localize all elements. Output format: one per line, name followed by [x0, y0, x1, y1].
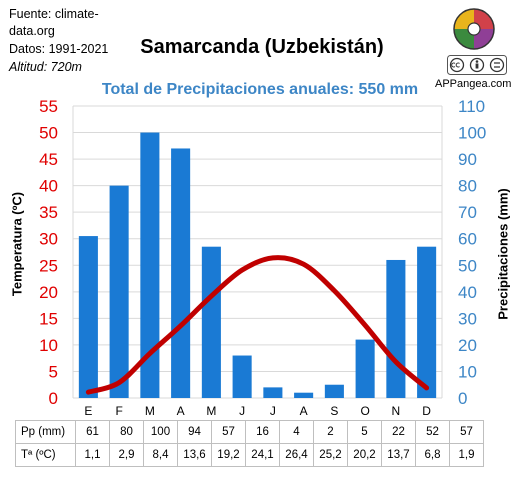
- x-tick-label: A: [177, 404, 185, 418]
- y-left-tick-label: 25: [39, 256, 58, 275]
- table-cell-pp: 57: [449, 420, 484, 444]
- y-right-tick-label: 40: [458, 283, 477, 302]
- y-left-tick-label: 45: [39, 150, 58, 169]
- x-tick-label: F: [115, 404, 122, 418]
- y-right-tick-label: 10: [458, 362, 477, 381]
- table-cell-temp: 1,9: [449, 443, 484, 467]
- table-cell-pp: 5: [347, 420, 382, 444]
- precip-bar: [263, 387, 283, 398]
- table-cell-pp: 57: [211, 420, 246, 444]
- y-right-tick-label: 70: [458, 203, 477, 222]
- cc-license-icon: [447, 55, 507, 75]
- y-left-tick-label: 30: [39, 230, 58, 249]
- table-cell-temp: 24,1: [245, 443, 280, 467]
- x-tick-label: O: [360, 404, 369, 418]
- precip-bar: [355, 339, 375, 398]
- chart-subtitle: Total de Precipitaciones anuales: 550 mm: [101, 81, 419, 98]
- table-cell-temp: 2,9: [109, 443, 144, 467]
- precip-bar: [140, 132, 160, 398]
- y-left-tick-label: 35: [39, 203, 58, 222]
- precip-bar: [109, 185, 129, 398]
- table-cell-pp: 61: [75, 420, 110, 444]
- y-right-tick-label: 0: [458, 389, 467, 408]
- precip-bar: [78, 236, 98, 398]
- y-right-tick-label: 90: [458, 150, 477, 169]
- y-axis-left-label: Temperatura (ºC): [9, 191, 25, 297]
- data-period: Datos: 1991-2021: [9, 42, 109, 56]
- table-cell-temp: 20,2: [347, 443, 382, 467]
- table-cell-temp: 1,1: [75, 443, 110, 467]
- table-cell-pp: 94: [177, 420, 212, 444]
- table-cell-pp: 22: [381, 420, 416, 444]
- climate-chart: 0 5 10 15 20 25 30 35 40 45 50 55 0 10 20 30 40 50 60 70 80…: [39, 97, 486, 418]
- table-cell-temp: 25,2: [313, 443, 348, 467]
- x-tick-label: D: [422, 404, 431, 418]
- source-line-2: data.org: [9, 24, 55, 38]
- y-right-tick-label: 110: [458, 97, 485, 116]
- x-tick-label: J: [239, 404, 245, 418]
- x-tick-label: E: [84, 404, 92, 418]
- table-cell-temp: 19,2: [211, 443, 246, 467]
- y-left-tick-label: 40: [39, 177, 58, 196]
- table-cell-pp: 4: [279, 420, 314, 444]
- temperature-line: [85, 255, 430, 395]
- y-left-tick-label: 15: [39, 309, 58, 328]
- table-cell-temp: 13,6: [177, 443, 212, 467]
- table-cell-pp: 16: [245, 420, 280, 444]
- table-cell-temp: 13,7: [381, 443, 416, 467]
- x-tick-label: N: [392, 404, 401, 418]
- table-row-temperature: Tª (ºC) 1,1 2,9 8,4 13,6 19,2 24,1 26,4 …: [15, 443, 484, 467]
- y-left-tick-label: 0: [49, 389, 58, 408]
- table-cell-pp: 2: [313, 420, 348, 444]
- x-tick-label: S: [330, 404, 338, 418]
- table-cell-pp: 52: [415, 420, 450, 444]
- x-tick-label: J: [270, 404, 276, 418]
- precip-bar: [386, 259, 406, 398]
- y-axis-right-label: Precipitaciones (mm): [495, 188, 511, 320]
- y-right-tick-label: 100: [458, 124, 486, 143]
- table-cell-temp: 26,4: [279, 443, 314, 467]
- precip-bar: [171, 148, 191, 398]
- y-right-tick-label: 60: [458, 230, 477, 249]
- precip-bar: [232, 355, 252, 398]
- y-left-tick-label: 55: [39, 97, 58, 116]
- puzzle-logo-icon: [453, 8, 495, 50]
- precip-bar: [324, 384, 344, 398]
- precip-bar: [201, 246, 221, 398]
- brand-site: APPangea.com: [435, 78, 512, 90]
- table-row-label-temp: Tª (ºC): [15, 443, 76, 467]
- altitude: Altitud: 720m: [9, 60, 82, 74]
- table-cell-temp: 6,8: [415, 443, 450, 467]
- precip-bar: [294, 392, 314, 398]
- chart-title: Samarcanda (Uzbekistán): [140, 36, 384, 58]
- table-cell-temp: 8,4: [143, 443, 178, 467]
- table-cell-pp: 100: [143, 420, 178, 444]
- y-left-tick-label: 5: [49, 362, 58, 381]
- table-cell-pp: 80: [109, 420, 144, 444]
- y-right-tick-label: 80: [458, 177, 477, 196]
- table-row-label-pp: Pp (mm): [15, 420, 76, 444]
- x-tick-label: M: [145, 404, 155, 418]
- table-row-precipitation: Pp (mm) 61 80 100 94 57 16 4 2 5 22 52 5…: [15, 420, 484, 444]
- y-right-tick-label: 30: [458, 309, 477, 328]
- y-left-tick-label: 20: [39, 283, 58, 302]
- source-line-1: Fuente: climate-: [9, 7, 99, 21]
- x-tick-label: A: [300, 404, 308, 418]
- x-tick-label: M: [206, 404, 216, 418]
- data-table: Pp (mm) 61 80 100 94 57 16 4 2 5 22 52 5…: [15, 420, 484, 467]
- precip-bar: [417, 246, 437, 398]
- y-left-tick-label: 50: [39, 124, 58, 143]
- y-left-tick-label: 10: [39, 336, 58, 355]
- y-right-tick-label: 50: [458, 256, 477, 275]
- y-right-tick-label: 20: [458, 336, 477, 355]
